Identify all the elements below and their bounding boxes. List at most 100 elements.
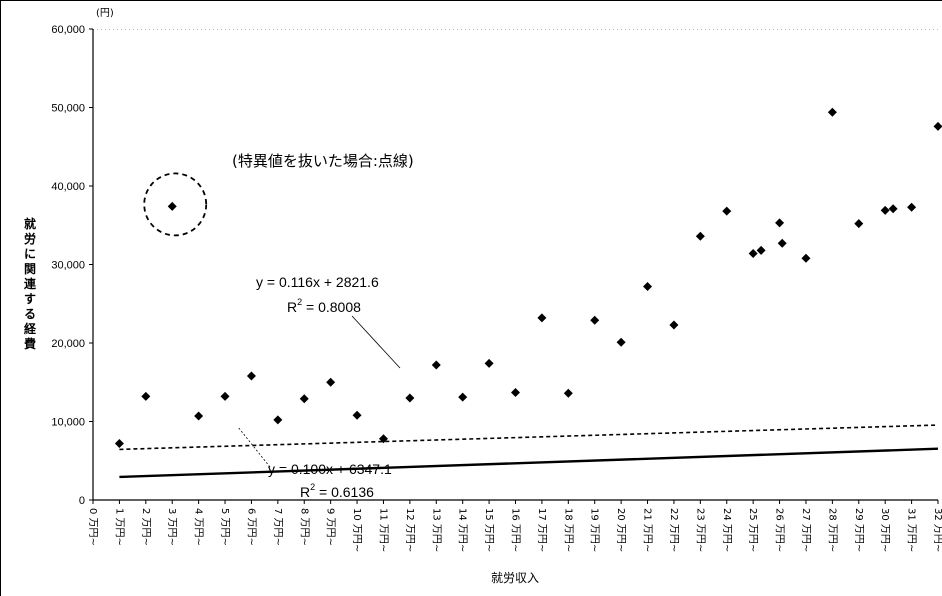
y-axis-label-char: 連 xyxy=(24,276,37,291)
data-point xyxy=(405,393,415,403)
trendline-dashed xyxy=(119,424,939,451)
trendline-solid xyxy=(119,447,939,479)
data-point xyxy=(352,410,362,420)
data-point xyxy=(695,231,705,241)
x-ticks: 0 万円~ 1 万円~ 2 万円~ 3 万円~ 4 万円~ 5 万円~ 6 万円~ 7 万円~… xyxy=(87,500,942,552)
data-point xyxy=(907,202,917,212)
x-tick-label: 5 万円~ xyxy=(219,508,230,546)
data-point xyxy=(777,238,787,248)
trendline-solid-r2-value: = 0.8008 xyxy=(302,299,361,315)
x-tick-label: 29 万円~ xyxy=(853,508,864,552)
y-axis-label-char: る xyxy=(24,307,36,321)
trendline-solid-r2: R2 = 0.8008 xyxy=(287,297,361,315)
x-tick-label: 10 万円~ xyxy=(351,508,362,552)
solid-equation-leader xyxy=(351,315,401,369)
y-ticks: 0 10,000 20,000 30,000 40,000 50,000 60,000 xyxy=(51,24,93,507)
x-tick-label: 20 万円~ xyxy=(615,508,626,552)
trendline-dashed-r2-prefix: R xyxy=(300,484,310,500)
x-tick-label: 22 万円~ xyxy=(668,508,679,552)
y-axis-label-char: 経 xyxy=(24,321,37,336)
x-tick-label: 30 万円~ xyxy=(879,508,890,552)
annotation-text: (特異値を抜いた場合:点線) xyxy=(232,152,414,170)
data-point xyxy=(563,388,573,398)
trendline-solid-r2-prefix: R xyxy=(287,299,297,315)
x-tick-label: 28 万円~ xyxy=(826,508,837,552)
x-tick-label: 25 万円~ xyxy=(747,508,758,552)
x-tick-label: 12 万円~ xyxy=(404,508,415,552)
y-axis-label-char: に xyxy=(24,247,36,261)
dashed-equation-leader xyxy=(237,426,271,468)
outlier-marker-circle xyxy=(143,172,208,237)
data-point xyxy=(756,245,766,255)
x-tick-label: 8 万円~ xyxy=(298,508,309,546)
y-axis-label-char: 関 xyxy=(24,262,36,276)
x-tick-label: 27 万円~ xyxy=(800,508,811,552)
trendline-dashed-equation: y = 0.100x + 6347.1 xyxy=(268,461,392,477)
x-tick-label: 0 万円~ xyxy=(87,508,98,546)
data-point xyxy=(801,253,811,263)
data-point xyxy=(273,415,283,425)
y-tick-label: 20,000 xyxy=(51,338,85,350)
x-tick-label: 7 万円~ xyxy=(272,508,283,546)
y-axis-label-char: す xyxy=(24,292,36,306)
x-tick-label: 15 万円~ xyxy=(483,508,494,552)
y-tick-label: 50,000 xyxy=(51,103,85,115)
data-point xyxy=(167,201,177,211)
y-axis-label-char: 費 xyxy=(24,336,36,351)
x-tick-label: 24 万円~ xyxy=(721,508,732,552)
x-tick-label: 18 万円~ xyxy=(562,508,573,552)
x-tick-label: 9 万円~ xyxy=(325,508,336,546)
x-tick-label: 26 万円~ xyxy=(774,508,785,552)
y-tick-label: 10,000 xyxy=(51,417,85,429)
data-point xyxy=(722,206,732,216)
x-tick-label: 4 万円~ xyxy=(193,508,204,546)
data-point xyxy=(246,371,256,381)
data-point xyxy=(194,411,204,421)
y-tick-label: 30,000 xyxy=(51,260,85,272)
trendline-dashed-r2-value: = 0.6136 xyxy=(315,484,374,500)
data-point xyxy=(326,377,336,387)
data-point xyxy=(827,107,837,117)
data-point xyxy=(220,391,230,401)
data-point xyxy=(511,387,520,397)
x-tick-label: 21 万円~ xyxy=(642,508,653,552)
trendline-solid-equation: y = 0.116x + 2821.6 xyxy=(256,274,379,290)
trendline-dashed-r2-superscript: 2 xyxy=(310,482,315,492)
data-point xyxy=(880,205,890,215)
trendlines xyxy=(119,424,939,479)
x-tick-label: 2 万円~ xyxy=(140,508,151,546)
y-axis-label-char: 労 xyxy=(24,231,36,246)
y-tick-label: 40,000 xyxy=(51,181,85,193)
trendline-dashed-r2: R2 = 0.6136 xyxy=(300,482,374,500)
data-point xyxy=(299,394,309,404)
data-point xyxy=(590,315,600,325)
x-tick-label: 31 万円~ xyxy=(906,508,917,552)
x-axis-label: 就労収入 xyxy=(491,571,539,585)
data-point xyxy=(643,281,653,291)
data-point xyxy=(141,391,151,401)
data-point xyxy=(378,434,388,444)
data-points xyxy=(114,107,942,448)
data-point xyxy=(431,360,441,370)
x-tick-label: 19 万円~ xyxy=(589,508,600,552)
x-tick-label: 32 万円~ xyxy=(932,508,942,552)
x-tick-label: 14 万円~ xyxy=(457,508,468,552)
data-point xyxy=(775,218,785,228)
x-tick-label: 3 万円~ xyxy=(166,508,177,546)
data-point xyxy=(616,337,626,347)
x-tick-label: 13 万円~ xyxy=(430,508,441,552)
y-tick-label: 60,000 xyxy=(51,24,85,36)
data-point xyxy=(748,249,758,259)
x-tick-label: 1 万円~ xyxy=(113,508,124,546)
data-point xyxy=(854,219,864,229)
data-point xyxy=(114,438,124,448)
trendline-solid-r2-superscript: 2 xyxy=(297,297,302,307)
y-unit-label: (円) xyxy=(96,8,114,19)
data-point xyxy=(669,320,679,330)
x-tick-label: 23 万円~ xyxy=(694,508,705,552)
y-tick-label: 0 xyxy=(79,495,85,507)
x-tick-label: 6 万円~ xyxy=(245,508,256,546)
x-tick-label: 11 万円~ xyxy=(377,508,388,552)
x-tick-label: 17 万円~ xyxy=(536,508,547,552)
